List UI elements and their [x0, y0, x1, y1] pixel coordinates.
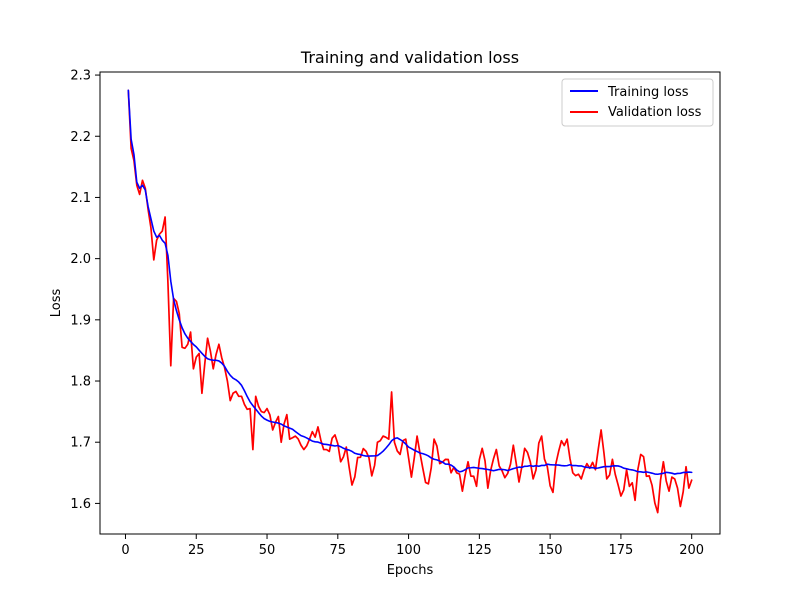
plot-frame — [99, 71, 721, 535]
x-tick-label: 100 — [396, 543, 421, 558]
y-axis-label: Loss — [49, 289, 64, 318]
y-tick-label: 1.8 — [70, 375, 91, 390]
legend-label-training: Training loss — [607, 85, 689, 100]
training-loss-line — [127, 89, 693, 476]
y-tick-label: 1.6 — [70, 497, 91, 512]
y-tick-label: 2.1 — [70, 191, 91, 206]
legend-label-validation: Validation loss — [608, 105, 702, 120]
x-tick-label: 0 — [121, 543, 129, 558]
x-tick-label: 175 — [608, 543, 633, 558]
x-tick-label: 50 — [259, 543, 276, 558]
x-axis: 0 25 50 75 100 125 150 175 200 — [121, 534, 704, 558]
validation-loss-line — [127, 89, 693, 514]
y-tick-label: 2.3 — [70, 69, 91, 84]
x-tick-label: 200 — [679, 543, 704, 558]
x-tick-label: 125 — [467, 543, 492, 558]
x-tick-label: 25 — [188, 543, 205, 558]
legend-box — [561, 78, 714, 127]
legend: Training loss Validation loss — [561, 78, 714, 127]
x-tick-label: 150 — [538, 543, 563, 558]
x-tick-label: 75 — [330, 543, 347, 558]
y-tick-label: 1.7 — [70, 436, 91, 451]
y-tick-label: 1.9 — [70, 313, 91, 328]
y-axis: 1.6 1.7 1.8 1.9 2.0 2.1 2.2 2.3 — [70, 69, 100, 512]
y-tick-label: 2.2 — [70, 130, 91, 145]
chart-title: Training and validation loss — [300, 48, 519, 67]
series-layer — [127, 89, 693, 514]
x-axis-label: Epochs — [387, 563, 434, 578]
y-tick-label: 2.0 — [70, 252, 91, 267]
